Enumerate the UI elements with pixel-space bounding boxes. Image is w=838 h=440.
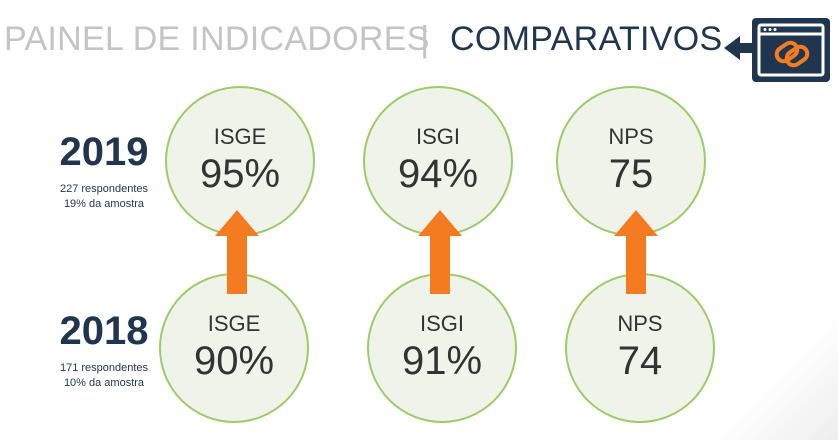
arrow-left-icon-bar xyxy=(738,43,754,53)
indicator-label: ISGE xyxy=(213,124,267,149)
link-chain-icon xyxy=(752,18,830,82)
arrow-left-icon xyxy=(724,36,740,60)
indicator-2019-isge: ISGE 95% xyxy=(165,86,315,236)
indicator-label: ISGI xyxy=(419,311,464,336)
year-2018-amostra: 10% da amostra xyxy=(63,377,145,389)
year-2018-respondentes: 171 respondentes xyxy=(59,362,149,374)
indicator-2018-isge: ISGE 90% xyxy=(159,273,309,423)
year-2019-amostra: 19% da amostra xyxy=(63,198,145,210)
indicator-value: 95% xyxy=(199,152,281,196)
up-arrow-icon xyxy=(418,210,462,294)
indicator-label: ISGI xyxy=(415,124,460,149)
year-2018: 2018 xyxy=(59,309,149,353)
indicator-2018-isgi: ISGI 91% xyxy=(367,273,517,423)
indicator-value: 74 xyxy=(617,339,663,383)
indicator-value: 91% xyxy=(401,339,483,383)
year-2019: 2019 xyxy=(59,130,149,174)
indicator-value: 75 xyxy=(608,152,654,196)
up-arrow-icon xyxy=(215,210,259,294)
indicator-label: NPS xyxy=(617,311,663,336)
indicator-label: ISGE xyxy=(207,311,261,336)
indicator-value: 90% xyxy=(193,339,275,383)
indicator-value: 94% xyxy=(397,152,479,196)
title-primary: PAINEL DE INDICADORES xyxy=(4,20,430,58)
header: PAINEL DE INDICADORES | COMPARATIVOS xyxy=(0,14,830,82)
year-2019-respondentes: 227 respondentes xyxy=(59,183,149,195)
background-shade xyxy=(698,320,838,440)
title-secondary: COMPARATIVOS xyxy=(450,20,723,58)
up-arrow-icon xyxy=(614,210,658,294)
indicator-2018-nps: NPS 74 xyxy=(565,273,715,423)
indicator-2019-isgi: ISGI 94% xyxy=(363,86,513,236)
title-separator: | xyxy=(420,18,430,59)
indicator-label: NPS xyxy=(608,124,654,149)
